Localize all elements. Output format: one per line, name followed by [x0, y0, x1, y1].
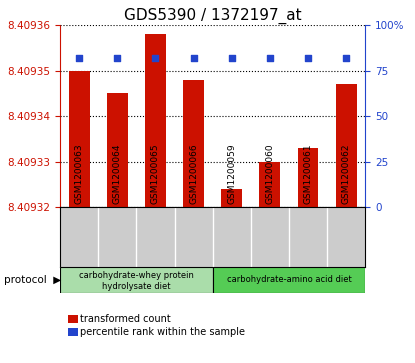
- Bar: [336, 84, 356, 207]
- Title: GDS5390 / 1372197_at: GDS5390 / 1372197_at: [124, 8, 302, 24]
- Point: [266, 55, 273, 61]
- Text: transformed count: transformed count: [80, 314, 171, 324]
- Bar: [107, 93, 128, 207]
- Bar: [60, 267, 213, 293]
- Point: [190, 55, 197, 61]
- Point: [114, 55, 121, 61]
- Point: [305, 55, 311, 61]
- Bar: [183, 80, 204, 207]
- Bar: [145, 34, 166, 207]
- Text: hydrolysate diet: hydrolysate diet: [102, 282, 171, 291]
- Text: carbohydrate-whey protein: carbohydrate-whey protein: [79, 272, 194, 281]
- Bar: [221, 189, 242, 207]
- Point: [343, 55, 349, 61]
- Text: carbohydrate-amino acid diet: carbohydrate-amino acid diet: [227, 276, 352, 284]
- Bar: [213, 267, 365, 293]
- Text: protocol  ▶: protocol ▶: [4, 275, 61, 285]
- Bar: [298, 148, 318, 207]
- Point: [228, 55, 235, 61]
- Point: [76, 55, 83, 61]
- Text: percentile rank within the sample: percentile rank within the sample: [80, 327, 245, 337]
- Bar: [69, 71, 90, 207]
- Bar: [259, 162, 281, 207]
- Point: [152, 55, 159, 61]
